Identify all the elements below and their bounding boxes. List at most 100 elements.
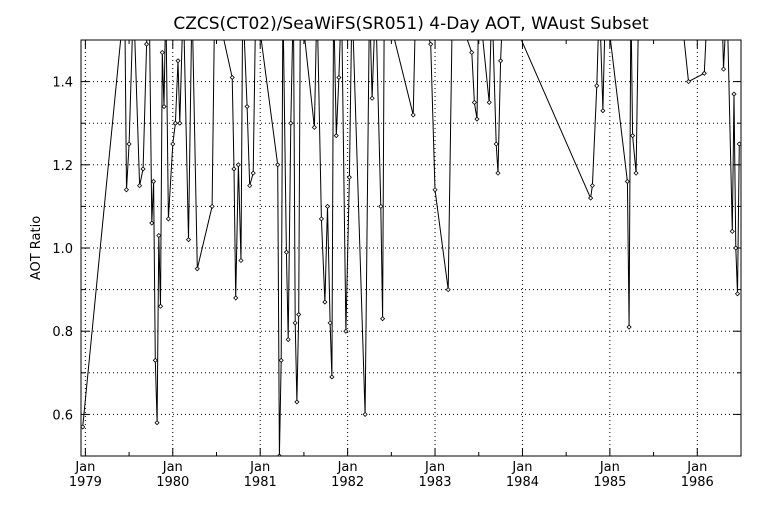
data-point bbox=[233, 295, 239, 301]
data-point bbox=[292, 320, 298, 326]
data-point bbox=[495, 170, 501, 176]
x-tick-label-month: Jan bbox=[162, 460, 183, 475]
x-tick-label-month: Jan bbox=[74, 460, 95, 475]
y-tick-label: 1.0 bbox=[52, 242, 73, 257]
x-tick-label-month: Jan bbox=[249, 460, 270, 475]
x-tick-label-year: 1986 bbox=[681, 475, 714, 490]
x-tick-label-year: 1985 bbox=[593, 475, 626, 490]
data-point bbox=[474, 116, 480, 122]
data-point bbox=[588, 195, 594, 201]
x-tick-label-month: Jan bbox=[511, 460, 532, 475]
y-tick-label: 1.4 bbox=[52, 76, 73, 91]
x-tick-label-year: 1979 bbox=[69, 475, 102, 490]
data-point bbox=[244, 103, 250, 110]
data-point bbox=[231, 166, 237, 172]
data-point bbox=[486, 99, 492, 105]
axis-ticks bbox=[81, 39, 741, 456]
data-point bbox=[589, 183, 595, 189]
data-point bbox=[294, 399, 300, 405]
data-point bbox=[285, 336, 291, 343]
data-point bbox=[140, 166, 146, 172]
data-point bbox=[172, 120, 178, 126]
data-point bbox=[720, 66, 727, 72]
data-point bbox=[362, 411, 368, 417]
data-point bbox=[600, 108, 606, 114]
data-point bbox=[296, 311, 302, 318]
data-point bbox=[324, 203, 331, 209]
data-point bbox=[624, 178, 630, 185]
plot-frame bbox=[80, 39, 742, 457]
x-tick-label-year: 1982 bbox=[331, 475, 364, 490]
data-point bbox=[278, 357, 284, 363]
x-tick-label-year: 1984 bbox=[506, 475, 539, 490]
x-tick-label-month: Jan bbox=[686, 460, 707, 475]
data-point bbox=[626, 324, 632, 330]
data-point bbox=[137, 183, 143, 189]
data-point bbox=[346, 174, 352, 180]
data-point bbox=[380, 316, 386, 322]
data-point bbox=[685, 79, 692, 85]
data-point bbox=[410, 112, 416, 118]
x-tick-label-year: 1983 bbox=[418, 475, 451, 490]
data-point bbox=[378, 203, 384, 209]
data-point bbox=[156, 232, 162, 239]
data-point bbox=[170, 141, 176, 147]
data-point bbox=[194, 266, 200, 272]
chart-title: CZCS(CT02)/SeaWiFS(SR051) 4-Day AOT, WAu… bbox=[173, 14, 649, 34]
data-point bbox=[469, 49, 475, 56]
series-line bbox=[82, 40, 740, 456]
data-point bbox=[250, 170, 256, 176]
tick-labels: 0.60.81.01.21.4Jan1979Jan1980Jan1981Jan1… bbox=[52, 76, 714, 490]
data-point bbox=[159, 49, 165, 56]
data-point bbox=[327, 320, 333, 326]
x-tick-label-month: Jan bbox=[424, 460, 445, 475]
data-point bbox=[165, 216, 171, 222]
data-point bbox=[329, 374, 335, 380]
data-series bbox=[81, 40, 741, 456]
data-point bbox=[177, 120, 183, 126]
data-point bbox=[428, 41, 434, 47]
data-point bbox=[288, 120, 294, 126]
data-point bbox=[498, 58, 504, 64]
data-point bbox=[493, 141, 499, 147]
data-point bbox=[161, 103, 167, 110]
data-point bbox=[733, 245, 739, 251]
data-point bbox=[157, 303, 164, 309]
data-point bbox=[209, 203, 215, 209]
data-point bbox=[275, 162, 281, 168]
data-point bbox=[729, 228, 735, 234]
y-tick-label: 1.2 bbox=[52, 159, 73, 174]
data-point bbox=[175, 58, 181, 64]
data-point bbox=[283, 249, 289, 255]
data-point bbox=[311, 124, 317, 130]
data-point bbox=[701, 70, 707, 76]
data-point bbox=[123, 187, 130, 193]
y-axis-label: AOT Ratio bbox=[29, 216, 44, 280]
data-point bbox=[143, 41, 150, 47]
data-point bbox=[471, 99, 477, 105]
data-point bbox=[734, 291, 741, 297]
data-point bbox=[238, 257, 244, 264]
data-point bbox=[318, 216, 324, 222]
data-point bbox=[633, 170, 639, 176]
data-point bbox=[336, 74, 342, 81]
plot-area bbox=[81, 40, 741, 456]
data-point bbox=[432, 187, 438, 193]
data-point bbox=[369, 95, 375, 101]
data-point bbox=[594, 83, 600, 89]
data-point bbox=[322, 299, 328, 305]
data-point bbox=[154, 420, 160, 426]
x-tick-label-year: 1980 bbox=[156, 475, 189, 490]
data-point bbox=[152, 357, 158, 363]
data-point bbox=[630, 133, 636, 139]
data-point bbox=[185, 237, 192, 243]
data-point bbox=[343, 328, 349, 334]
data-point bbox=[247, 183, 253, 189]
data-point bbox=[235, 162, 241, 168]
x-tick-label-year: 1981 bbox=[244, 475, 277, 490]
y-tick-label: 0.8 bbox=[52, 325, 73, 340]
data-point bbox=[126, 141, 132, 147]
x-tick-label-month: Jan bbox=[337, 460, 358, 475]
data-point bbox=[229, 74, 235, 81]
x-tick-label-month: Jan bbox=[599, 460, 620, 475]
